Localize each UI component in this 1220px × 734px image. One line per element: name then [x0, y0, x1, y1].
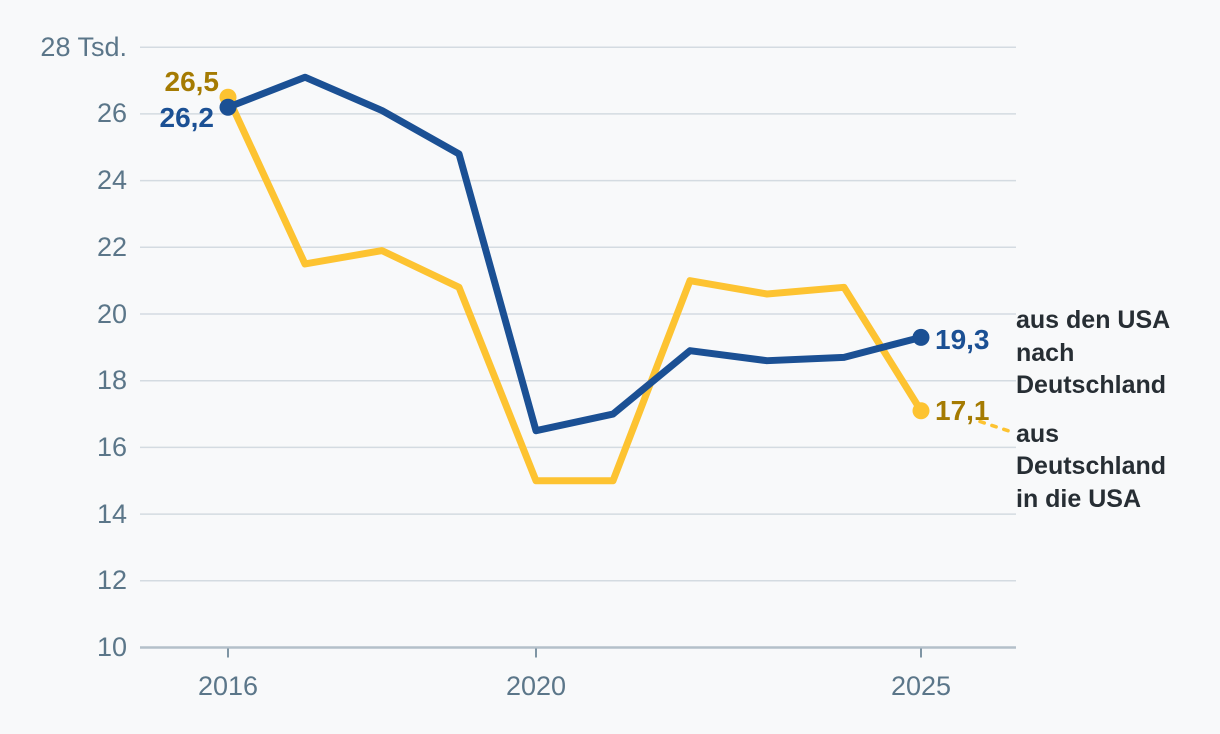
- y-axis-tick-label: 26: [96, 98, 127, 129]
- data-point-usa-to-germany: [219, 98, 237, 116]
- y-axis-tick-label: 24: [96, 165, 127, 196]
- y-axis-tick-label: 10: [96, 632, 127, 662]
- x-axis-tick-label: 2020: [505, 671, 567, 701]
- data-point-usa-to-germany: [912, 328, 930, 346]
- end-value-label-usa-to-germany: 19,3: [935, 324, 990, 355]
- data-point-germany-to-usa: [912, 402, 930, 420]
- x-axis-tick-label: 2025: [890, 671, 952, 701]
- start-value-label-usa-to-germany: 26,2: [159, 102, 215, 133]
- end-value-label-germany-to-usa: 17,1: [935, 395, 990, 426]
- y-axis-tick-label: 22: [96, 231, 127, 262]
- y-axis-tick-label: 14: [96, 498, 127, 529]
- y-axis-tick-label: 16: [96, 431, 127, 462]
- y-axis-tick-label: 18: [96, 365, 127, 396]
- y-axis-tick-label: 12: [96, 565, 127, 596]
- legend-line: nach: [1016, 338, 1075, 367]
- legend-line: aus: [1016, 419, 1060, 448]
- legend-line: aus den USA: [1016, 306, 1171, 334]
- y-axis-tick-label: 28 Tsd.: [40, 31, 127, 62]
- series-legend: aus den USA nach Deutschland aus Deutsch…: [1016, 304, 1216, 515]
- series-line-germany-to-usa: [224, 93, 925, 485]
- y-axis-tick-label: 20: [96, 298, 127, 329]
- legend-entry-germany-to-usa: aus Deutschland in die USA: [1016, 418, 1216, 516]
- legend-line: Deutschland: [1016, 452, 1167, 480]
- legend-line: Deutschland: [1016, 371, 1167, 399]
- series-line-usa-to-germany: [224, 73, 925, 435]
- legend-entry-usa-to-germany: aus den USA nach Deutschland: [1016, 304, 1216, 402]
- start-value-label-germany-to-usa: 26,5: [164, 66, 220, 97]
- legend-line: in die USA: [1016, 484, 1142, 513]
- label-leader-line: [978, 419, 1017, 435]
- x-axis-tick-label: 2016: [197, 671, 259, 701]
